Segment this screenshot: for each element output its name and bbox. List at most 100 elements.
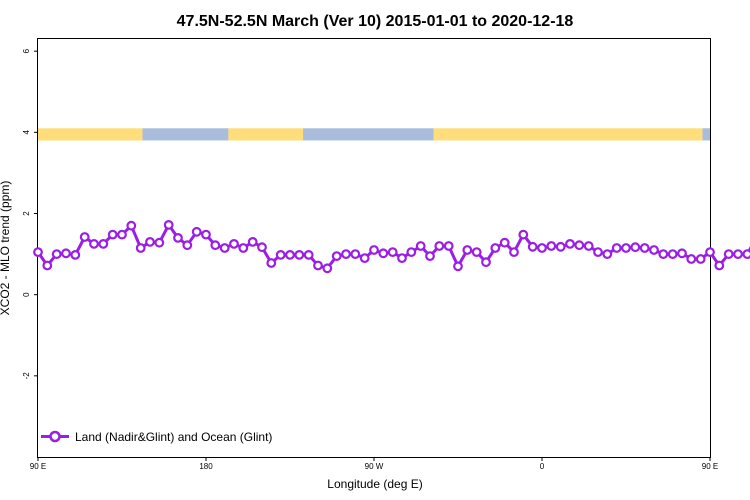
strip-segment-land (228, 128, 304, 141)
data-point (191, 226, 202, 237)
data-point (285, 249, 295, 260)
data-point (275, 249, 286, 260)
data-point (555, 241, 566, 252)
data-point (630, 242, 641, 253)
data-point (546, 241, 557, 251)
x-tick-label: 90 E (702, 462, 718, 471)
data-point (499, 237, 510, 248)
data-point (135, 243, 146, 253)
data-point (565, 238, 575, 249)
data-point (98, 238, 109, 249)
data-point (219, 243, 230, 253)
land-ocean-strip (38, 128, 710, 141)
data-point (593, 247, 603, 258)
data-point (537, 243, 547, 253)
data-point (695, 254, 706, 264)
y-tick-label: -2 (22, 372, 31, 380)
strip-segment-land (433, 128, 703, 141)
x-axis-label: Longitude (deg E) (327, 477, 422, 491)
data-point (677, 248, 687, 259)
data-point (378, 248, 389, 259)
data-point (70, 249, 81, 260)
data-point (509, 247, 519, 258)
data-point (397, 253, 407, 264)
data-point (145, 236, 155, 247)
data-point (313, 260, 323, 271)
data-point (51, 249, 62, 260)
data-point (723, 249, 734, 260)
legend: Land (Nadir&Glint) and Ocean (Glint) (41, 430, 272, 444)
x-tick-label: 0 (540, 462, 545, 471)
data-point (686, 254, 697, 264)
data-point (154, 237, 165, 248)
x-tick-label: 90 E (30, 462, 46, 471)
data-point (359, 253, 370, 264)
y-tick-label: 4 (22, 130, 31, 135)
legend-marker (49, 430, 61, 443)
data-point (247, 236, 258, 247)
data-point (611, 243, 622, 253)
data-point (481, 257, 491, 268)
series-group (33, 219, 750, 274)
data-point (350, 249, 361, 260)
strip-segment-ocean (303, 128, 434, 141)
data-point (471, 247, 482, 258)
data-point (527, 241, 538, 252)
data-point (434, 241, 445, 251)
data-point (266, 258, 277, 268)
x-tick-label: 90 W (365, 462, 384, 471)
data-point (89, 238, 99, 249)
data-point (163, 219, 174, 230)
data-point (602, 249, 613, 260)
data-point (387, 247, 398, 258)
data-point (331, 251, 342, 262)
data-point (369, 245, 379, 255)
y-axis: -2 0 2 4 6 (22, 48, 38, 379)
data-point (649, 245, 659, 255)
data-point (42, 260, 53, 271)
data-point (294, 249, 305, 260)
chart-title: 47.5N-52.5N March (Ver 10) 2015-01-01 to… (177, 13, 574, 30)
data-point (490, 243, 501, 253)
data-point (733, 249, 743, 260)
y-axis-label: XCO2 - MLO trend (ppm) (0, 181, 12, 316)
data-point (341, 249, 351, 260)
data-point (415, 241, 426, 251)
data-point (518, 229, 529, 240)
strip-segment-land (38, 128, 143, 141)
data-point (425, 251, 435, 262)
data-point (117, 229, 127, 240)
data-point (742, 249, 750, 259)
data-point (639, 243, 650, 253)
data-point (667, 249, 678, 260)
data-point (79, 232, 90, 242)
data-point (574, 240, 585, 251)
data-point (621, 243, 631, 253)
data-point (173, 232, 183, 243)
data-point (714, 260, 725, 271)
x-tick-label: 180 (199, 462, 213, 471)
strip-segment-ocean (142, 128, 229, 141)
data-point (238, 243, 249, 253)
data-point (229, 238, 239, 249)
data-point (443, 241, 454, 251)
data-point (33, 247, 43, 258)
strip-segment-ocean (702, 128, 710, 141)
data-point (126, 220, 137, 231)
data-point (658, 249, 669, 260)
data-point (257, 242, 267, 253)
legend-label: Land (Nadir&Glint) and Ocean (Glint) (75, 430, 272, 444)
data-point (210, 240, 221, 251)
data-point (107, 229, 118, 240)
data-point (322, 263, 333, 274)
data-point (201, 229, 211, 240)
x-axis: 90 E 180 90 W 0 90 E (30, 457, 718, 471)
data-point (303, 249, 314, 260)
data-point (182, 240, 193, 251)
data-point (61, 248, 71, 259)
y-tick-label: 6 (22, 48, 31, 53)
y-tick-label: 0 (22, 292, 31, 297)
data-point (462, 245, 473, 255)
y-tick-label: 2 (22, 211, 31, 216)
